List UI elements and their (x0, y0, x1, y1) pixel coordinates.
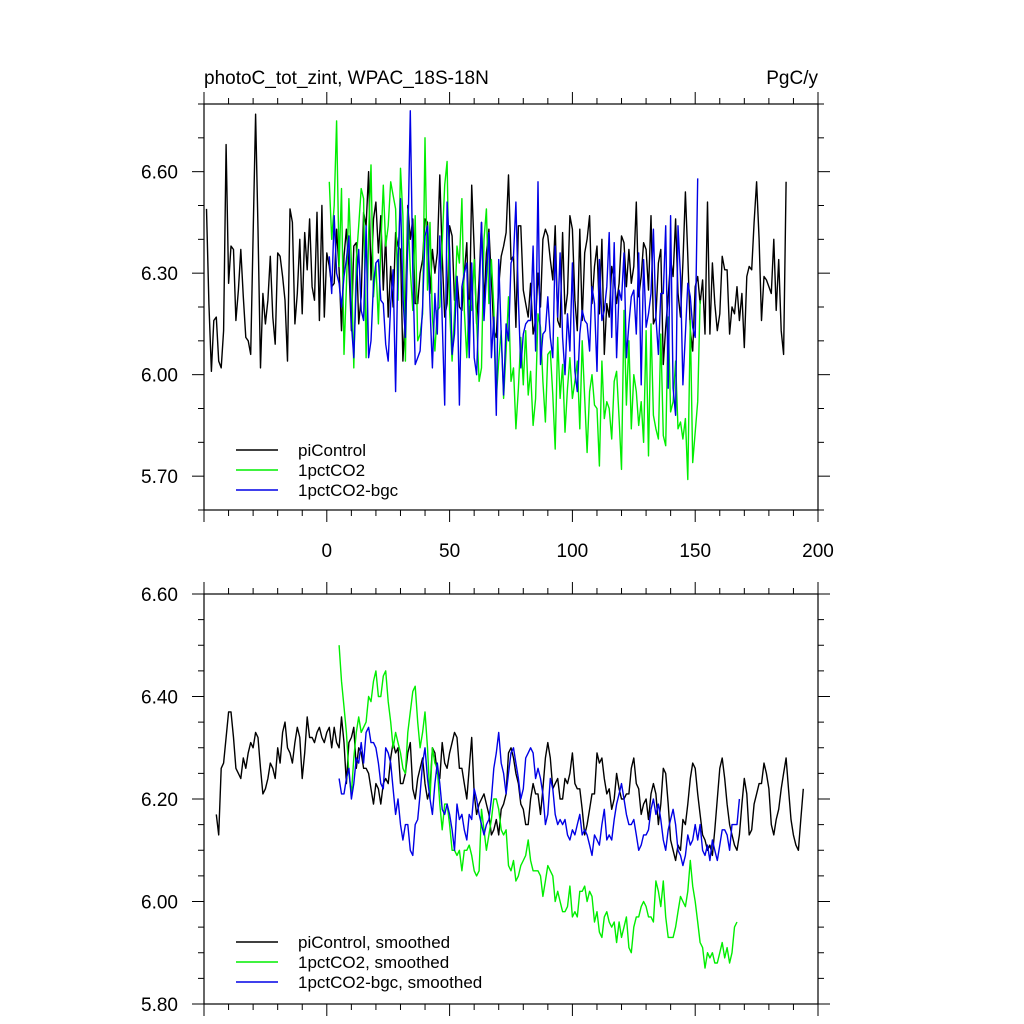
legend-label-1pctco2-bgc: 1pctCO2-bgc (298, 481, 399, 500)
x-tick-label: 100 (557, 541, 589, 562)
ticks-bottom: 5.80 6.00 6.20 6.40 6.60 (141, 582, 830, 1016)
series-line-picontrol (205, 113, 787, 372)
bottom-panel: 5.80 6.00 6.20 6.40 6.60 piControl, smoothed… (141, 582, 830, 1016)
y-tick-label: 6.40 (141, 688, 178, 709)
ticks-top: 0 50 100 150 200 5.70 6.00 6.30 6.60 (141, 92, 834, 562)
y-tick-label: 6.20 (141, 790, 178, 811)
x-tick-label: 150 (679, 541, 711, 562)
legend-label-picontrol-smoothed: piControl, smoothed (298, 933, 450, 952)
series-line-1pctco2-smoothed (338, 645, 738, 969)
series-line-1pctco2 (328, 120, 701, 481)
y-tick-label: 6.60 (141, 163, 178, 184)
plot-frame-bottom (203, 593, 819, 1005)
x-tick-label: 50 (439, 541, 460, 562)
x-tick-label: 0 (322, 541, 333, 562)
y-tick-label: 6.60 (141, 585, 178, 606)
y-tick-label: 6.00 (141, 893, 178, 914)
series-line-1pctco2-bgc-smoothed (338, 726, 741, 867)
chart-units: PgC/y (766, 68, 818, 89)
legend-label-1pctco2-bgc-smoothed: 1pctCO2-bgc, smoothed (298, 973, 482, 992)
series-group-top (205, 110, 787, 481)
top-panel: photoC_tot_zint, WPAC_18S-18N PgC/y 0 50 1… (141, 68, 834, 562)
y-tick-label: 6.00 (141, 366, 178, 387)
x-tick-label: 200 (802, 541, 834, 562)
legend-label-1pctco2-smoothed: 1pctCO2, smoothed (298, 953, 449, 972)
y-tick-label: 5.80 (141, 995, 178, 1016)
chart-title: photoC_tot_zint, WPAC_18S-18N (204, 68, 489, 89)
y-tick-label: 6.30 (141, 264, 178, 285)
series-line-1pctco2-bgc (328, 110, 699, 416)
y-tick-label: 5.70 (141, 467, 178, 488)
series-line-picontrol-smoothed (215, 711, 804, 862)
legend-label-picontrol: piControl (298, 441, 366, 460)
legend-label-1pctco2: 1pctCO2 (298, 461, 365, 480)
series-group-bottom (215, 645, 804, 969)
